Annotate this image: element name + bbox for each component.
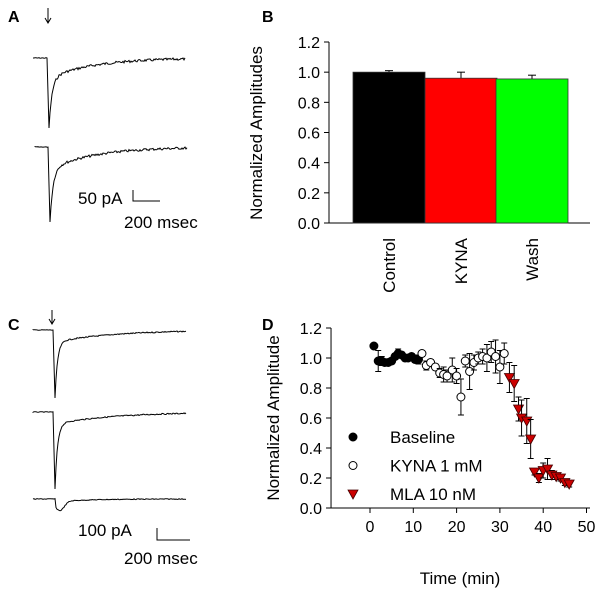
y-tick-label: 0.4 [300,441,322,458]
stimulus-arrow-icon [48,310,56,325]
panel-label-b: B [262,9,274,26]
data-point-kyna [465,367,475,376]
data-point-kyna [495,362,505,372]
legend-marker [348,461,358,470]
current-trace [34,146,188,223]
scale-bar [156,528,190,541]
data-point-mla [508,379,520,390]
y-tick-label: 0.0 [298,216,320,233]
y-tick-label: 0.6 [300,411,322,428]
scatter-chart: Normalized Amplitude Time (min) 0.0 0.2 0.… [264,321,596,588]
x-tick-label: Control [380,238,399,293]
data-point-kyna [499,349,509,358]
x-tick-label: 10 [404,519,422,536]
data-point-kyna [491,352,501,361]
y-tick-label: 1.2 [298,35,320,52]
data-point-kyna [452,371,462,381]
x-tick-label: KYNA [452,237,471,284]
x-tick-label: 40 [534,519,552,536]
y-tick-label: 0.6 [298,126,320,143]
data-point-mla [563,479,575,490]
y-tick-label: 1.0 [300,351,322,368]
x-tick-label: 0 [366,519,375,536]
panel-label-d: D [262,317,274,334]
y-tick-label: 1.0 [298,65,320,82]
scale-bar-current-label: 100 pA [78,521,133,540]
scale-bar-time-label: 200 msec [124,549,198,568]
panel-a-traces: 50 pA 200 msec [33,8,198,232]
x-tick-label: 20 [448,519,466,536]
current-trace [32,497,187,512]
x-tick-label: Wash [523,238,542,281]
data-point-kyna [456,392,466,402]
data-point-kyna [417,349,427,358]
data-point-mla [512,404,525,415]
current-trace [33,57,186,129]
data-point-kyna [442,371,452,381]
y-tick-label: 0.2 [300,471,322,488]
scale-bar [132,190,160,202]
data-point-kyna [460,356,470,366]
bar-kyna [424,77,498,224]
legend-label: Baseline [390,428,455,447]
panel-label-a: A [8,9,20,26]
y-axis-label: Normalized Amplitudes [247,46,266,220]
y-axis-label: Normalized Amplitude [264,335,283,500]
bar-chart: Normalized Amplitudes 0.0 0.2 0.4 0.6 0.8 1.0… [247,35,590,293]
x-tick-label: 50 [578,519,596,536]
current-trace [32,411,187,490]
y-tick-label: 0.2 [298,186,320,203]
data-point-mla [541,464,554,475]
data-point-mla [528,467,541,478]
y-tick-label: 0.0 [300,501,322,518]
panel-label-c: C [8,317,20,334]
y-tick-label: 0.8 [300,381,322,398]
legend-marker [347,489,359,500]
scale-bar-current-label: 50 pA [78,189,123,208]
data-point-baseline [369,341,379,351]
bar-wash [495,78,569,224]
legend-label: MLA 10 nM [390,485,476,504]
y-tick-label: 1.2 [300,321,322,338]
stimulus-arrow-icon [44,8,52,24]
x-tick-label: 30 [491,519,509,536]
x-axis-label: Time (min) [420,569,501,588]
y-tick-label: 0.8 [298,95,320,112]
scale-bar-time-label: 200 msec [124,213,198,232]
legend-label: KYNA 1 mM [390,457,483,476]
y-tick-label: 0.4 [298,156,320,173]
current-trace [32,329,187,399]
bar-control [352,71,426,224]
legend-marker [348,432,358,442]
data-point-mla [503,373,516,384]
panel-c-traces: 100 pA 200 msec [32,310,198,568]
data-point-mla [524,434,537,445]
